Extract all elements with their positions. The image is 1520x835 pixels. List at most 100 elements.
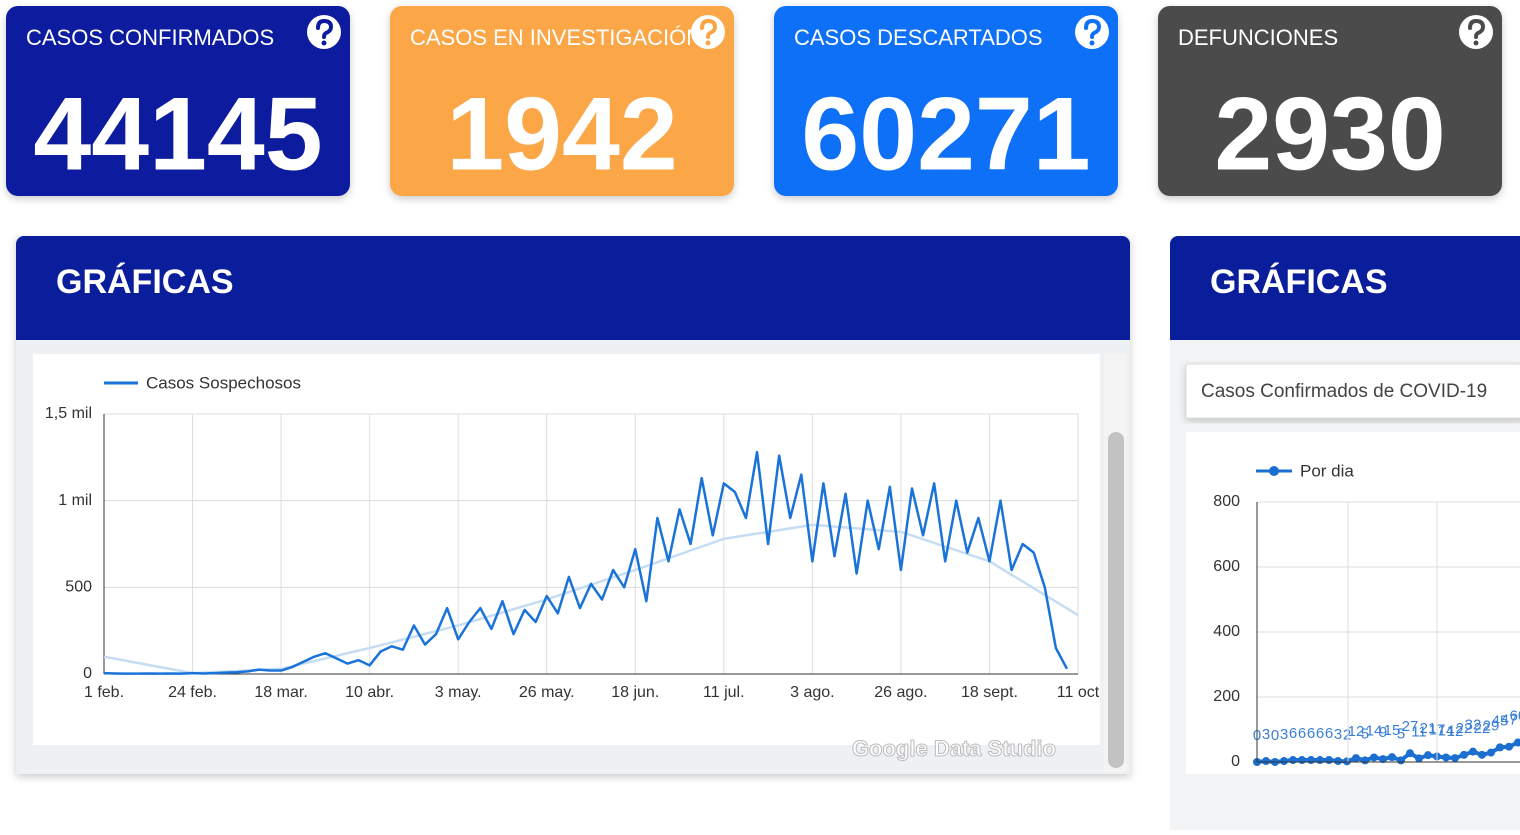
x-tick-label: 24 feb. [168,684,217,701]
data-label: 6 [1289,725,1297,742]
data-point [1307,756,1315,765]
help-icon[interactable] [1075,15,1109,49]
y-tick-label: 1 mil [58,492,92,509]
card-value: 1942 [446,76,677,192]
y-tick-label: 600 [1213,558,1240,575]
data-point [1352,754,1360,763]
y-tick-label: 800 [1213,493,1240,510]
panel-title: GRÁFICAS [56,263,234,301]
data-point [1505,742,1513,751]
y-tick-label: 200 [1213,688,1240,705]
help-glyph [700,18,718,39]
data-point [1388,753,1396,762]
data-point [1379,755,1387,764]
data-point [1316,756,1324,765]
x-tick-label: 11 oct [1057,684,1100,701]
data-label: 3 [1280,726,1288,743]
panel-header [16,300,1130,340]
data-label: 0 [1271,727,1279,744]
data-point [1280,757,1288,766]
x-tick-label: 10 abr. [345,684,394,701]
data-label: 27 [1402,718,1419,735]
data-point [1334,757,1342,766]
data-label: 14 [1438,722,1455,739]
data-label: 60 [1510,707,1520,724]
x-tick-label: 18 jun. [611,684,659,701]
data-point [1424,751,1432,760]
data-point [1487,748,1495,757]
data-point [1478,750,1486,759]
card-value: 2930 [1214,76,1445,192]
x-tick-label: 3 ago. [790,684,834,701]
stat-card [6,6,350,196]
data-point [1451,754,1459,763]
data-label: 12 [1447,723,1464,740]
data-label: 11 [1411,723,1427,740]
data-point [1361,756,1369,765]
data-label: 6 [1316,725,1324,742]
data-label: 9 [1379,724,1387,741]
data-point [1370,753,1378,762]
help-dot [321,40,327,46]
data-label: 3 [1262,726,1270,743]
chart-area [33,354,1100,745]
help-glyph [1468,18,1486,39]
data-point [1298,756,1306,765]
data-label: 22 [1474,720,1491,737]
data-label: 29 [1483,718,1500,735]
help-icon[interactable] [691,15,725,49]
help-icon[interactable] [307,15,341,49]
chart-title: Casos Confirmados de COVID-19 [1201,381,1487,402]
chart-title-box [1185,363,1520,419]
x-tick-label: 3 may. [435,684,482,701]
help-dot [1089,40,1095,46]
data-line [103,450,1069,675]
help-dot [1473,40,1479,46]
data-label: 5 [1397,725,1405,742]
data-label: 21 [1420,720,1437,737]
x-tick-label: 26 may. [519,684,575,701]
data-point [1325,756,1333,765]
chart-area [1186,432,1520,774]
y-tick-label: 0 [1231,753,1240,770]
data-point [1406,749,1414,758]
legend-marker [1269,466,1279,476]
data-label: 6 [1325,725,1333,742]
data-point [1496,743,1504,752]
data-point [1289,756,1297,765]
panel-header [1170,300,1520,340]
card-value: 44145 [33,76,322,192]
watermark: Google Data Studio [852,736,1056,761]
y-tick-label: 500 [65,579,92,596]
help-glyph [1084,18,1102,39]
x-tick-label: 26 ago. [874,684,927,701]
data-label: 5 [1361,725,1369,742]
data-label: 47 [1501,712,1518,729]
data-label: 45 [1492,712,1509,729]
x-tick-label: 1 feb. [84,684,124,701]
y-tick-label: 0 [83,665,92,682]
card-label: CASOS CONFIRMADOS [26,25,274,50]
data-point [1415,754,1423,763]
help-dot [705,40,711,46]
data-label: 3 [1334,726,1342,743]
data-point [1397,756,1405,765]
panel-title: GRÁFICAS [1210,263,1388,301]
x-tick-label: 18 mar. [254,684,307,701]
data-point [1442,753,1450,762]
scrollbar[interactable] [1108,432,1124,768]
card-label: DEFUNCIONES [1178,25,1338,50]
legend-label: Por dia [1300,461,1354,480]
x-tick-label: 18 sept. [961,684,1018,701]
y-tick-label: 400 [1213,623,1240,640]
legend-label: Casos Sospechosos [146,373,301,392]
help-icon[interactable] [1459,15,1493,49]
data-label: 32 [1465,717,1482,734]
data-label: 12 [1348,723,1365,740]
card-value: 60271 [801,76,1090,192]
data-label: 6 [1298,725,1306,742]
stat-card [1158,6,1502,196]
data-label: 14 [1366,722,1383,739]
